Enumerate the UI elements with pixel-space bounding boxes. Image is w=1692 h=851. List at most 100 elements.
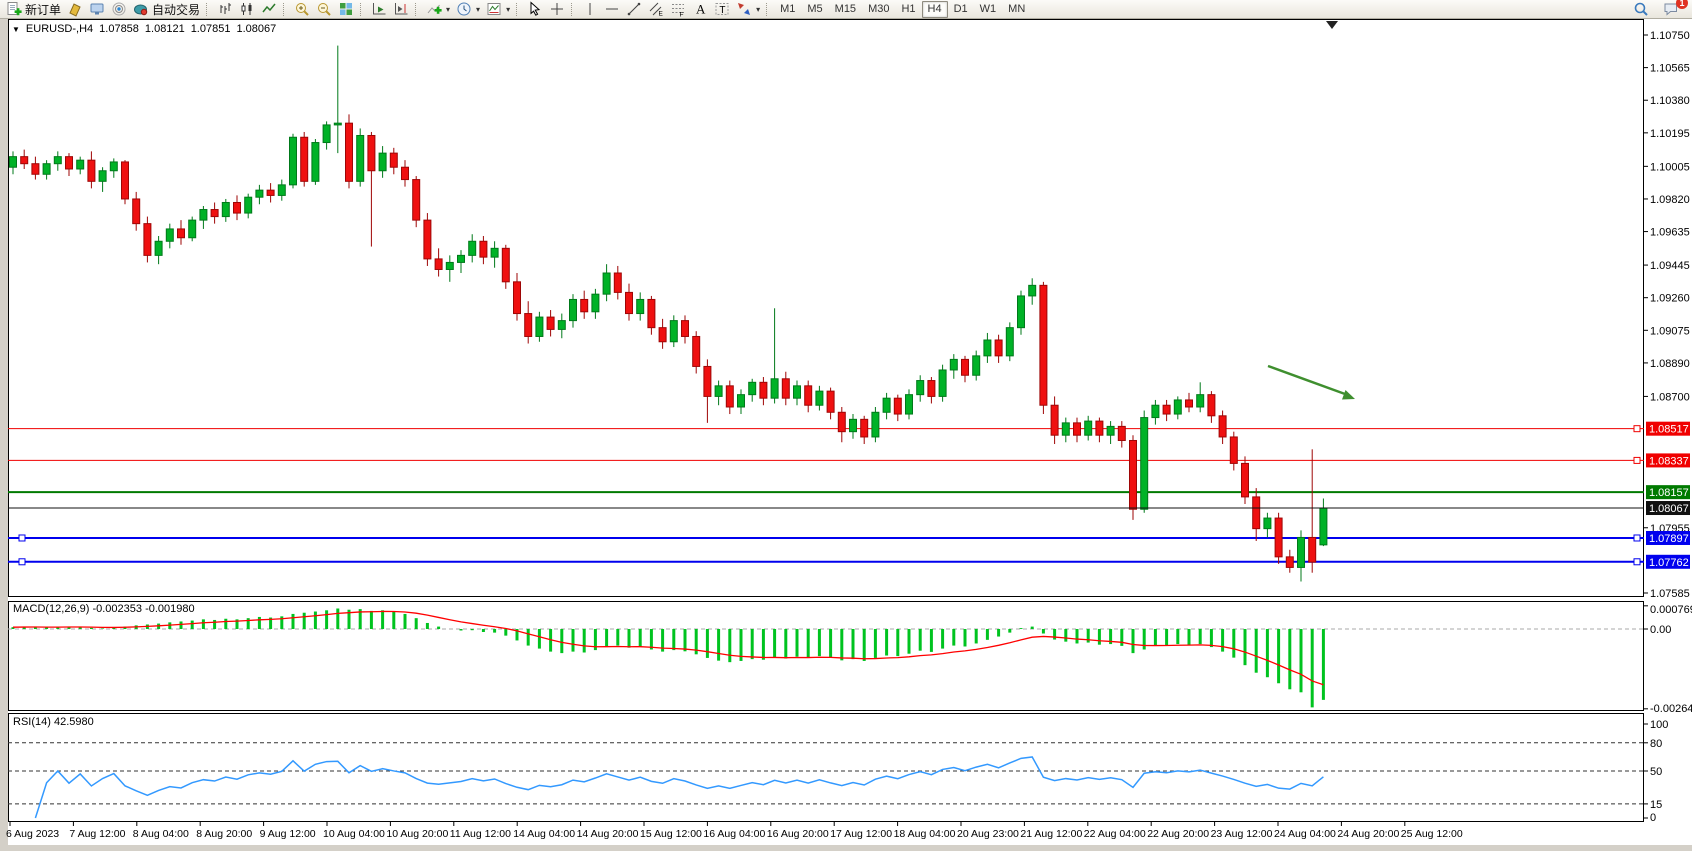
- price-tick-label: 1.08890: [1650, 358, 1690, 370]
- profiles-button[interactable]: [86, 1, 108, 18]
- indicators-button[interactable]: ▾: [423, 1, 453, 18]
- auto-trading-button-label: 自动交易: [152, 2, 201, 17]
- new-order-icon: [7, 2, 22, 16]
- auto-scroll-button[interactable]: [368, 1, 390, 18]
- toolbar: 新订单 自动交易 ▾ ▾ ▾ E F A T ▾ M1 M5 M15 M30 H1 H4 D1 W1 MN 1: [0, 0, 1692, 19]
- dropdown-caret-icon[interactable]: ▾: [756, 4, 761, 14]
- price-line-label: [1646, 530, 1690, 545]
- toolbar-separator: [571, 2, 576, 16]
- arrow-annotation[interactable]: [1267, 364, 1355, 400]
- price-line-label-text: 1.08157: [1649, 487, 1689, 499]
- macd-signal-line: [12, 610, 1324, 686]
- pane-separator-rsi[interactable]: [8, 709, 1644, 716]
- time-axis-label: 14 Aug 04:00: [513, 828, 575, 840]
- periods-button[interactable]: ▾: [453, 1, 483, 18]
- zoom-in-icon: [296, 3, 309, 16]
- candlestick-chart-button[interactable]: [236, 1, 258, 18]
- timeframe-w1-button[interactable]: W1: [979, 2, 997, 15]
- pane-separator-macd[interactable]: [8, 595, 1644, 602]
- template-icon: [487, 3, 501, 15]
- macd-histogram: [11, 608, 1325, 708]
- svg-text:T: T: [719, 5, 725, 16]
- line-chart-button[interactable]: [258, 1, 280, 18]
- price-tick-label: 1.10195: [1650, 128, 1690, 140]
- line-handle[interactable]: [18, 558, 26, 566]
- close-value: 1.08067: [236, 23, 277, 35]
- bar-chart-button[interactable]: [214, 1, 236, 18]
- crosshair-button[interactable]: [546, 1, 568, 18]
- price-line-label: [1646, 485, 1690, 500]
- line-handle[interactable]: [1633, 425, 1641, 433]
- toolbar-separator: [206, 2, 211, 16]
- text-label-button[interactable]: T: [711, 1, 733, 18]
- price-line-label: [1646, 453, 1690, 468]
- symbol-dropdown-icon[interactable]: ▼: [12, 24, 20, 34]
- timeframe-m5-button[interactable]: M5: [807, 2, 823, 15]
- line-handle[interactable]: [1633, 456, 1641, 464]
- new-order-button[interactable]: 新订单: [3, 1, 64, 18]
- templates-button[interactable]: ▾: [483, 1, 513, 18]
- time-axis-label: 24 Aug 04:00: [1274, 828, 1336, 840]
- timeframe-m1-button[interactable]: M1: [780, 2, 796, 15]
- macd-axis-label: -0.002648: [1650, 703, 1692, 715]
- arrows-button[interactable]: ▾: [733, 1, 763, 18]
- time-axis-label: 8 Aug 20:00: [196, 828, 252, 840]
- timeframe-mn-button[interactable]: MN: [1008, 2, 1026, 15]
- chart-shift-button[interactable]: [390, 1, 412, 18]
- indicators-icon: [427, 4, 442, 14]
- auto-trading-button[interactable]: 自动交易: [130, 1, 203, 18]
- auto-trading-icon: [134, 4, 148, 16]
- data-center-button[interactable]: [108, 1, 130, 18]
- zoom-out-icon: [318, 3, 331, 16]
- fibonacci-button[interactable]: F: [667, 1, 689, 18]
- line-handle[interactable]: [18, 534, 26, 542]
- new-chart-icon: [69, 3, 81, 17]
- new-chart-button[interactable]: [64, 1, 86, 18]
- timeframe-d1-button[interactable]: D1: [953, 2, 968, 15]
- tile-windows-button[interactable]: [335, 1, 357, 18]
- cursor-button[interactable]: [524, 1, 546, 18]
- rsi-axis-label: 15: [1650, 799, 1662, 811]
- price-tick-label: 1.09820: [1650, 194, 1690, 206]
- time-axis-label: 25 Aug 12:00: [1401, 828, 1463, 840]
- zoom-out-button[interactable]: [313, 1, 335, 18]
- timeframe-m15-button[interactable]: M15: [834, 2, 857, 15]
- timeframe-m30-button[interactable]: M30: [868, 2, 890, 15]
- macd-indicator-label: MACD(12,26,9) -0.002353 -0.001980: [13, 603, 195, 615]
- horizontal-lines: [8, 428, 1644, 563]
- time-axis-label: 17 Aug 12:00: [830, 828, 892, 840]
- toolbar-separator: [415, 2, 420, 16]
- candlestick-chart-icon: [241, 3, 252, 15]
- chart-shift-marker-icon[interactable]: [1326, 21, 1338, 29]
- time-axis-label: 14 Aug 20:00: [577, 828, 639, 840]
- equidistant-channel-button[interactable]: E: [645, 1, 667, 18]
- price-tick-label: 1.10750: [1650, 30, 1690, 42]
- arrows-icon: [738, 3, 751, 15]
- timeframe-h4-button[interactable]: H4: [921, 0, 948, 18]
- dropdown-caret-icon[interactable]: ▾: [506, 4, 511, 14]
- community-button[interactable]: 1: [1660, 0, 1688, 18]
- search-button[interactable]: [1630, 1, 1652, 18]
- vertical-line-button[interactable]: [579, 1, 601, 18]
- dropdown-caret-icon[interactable]: ▾: [476, 4, 481, 14]
- timeframe-h1-button[interactable]: H1: [901, 2, 916, 15]
- time-axis-label: 7 Aug 12:00: [69, 828, 125, 840]
- price-line-label-text: 1.08337: [1649, 455, 1689, 467]
- price-tick-label: 1.09445: [1650, 260, 1690, 272]
- chart-ohlc-header: ▼ EURUSD-,H4 1.07858 1.08121 1.07851 1.0…: [12, 23, 276, 35]
- zoom-in-button[interactable]: [291, 1, 313, 18]
- line-handle[interactable]: [1633, 558, 1641, 566]
- horizontal-line-button[interactable]: [601, 1, 623, 18]
- rsi-line: [34, 756, 1324, 819]
- time-axis-label: 24 Aug 20:00: [1337, 828, 1399, 840]
- open-value: 1.07858: [99, 23, 139, 35]
- macd-axis-label: 0.000769: [1650, 604, 1692, 616]
- dropdown-caret-icon[interactable]: ▾: [446, 4, 451, 14]
- line-handle[interactable]: [1633, 534, 1641, 542]
- price-line-label-text: 1.07762: [1649, 557, 1689, 569]
- time-axis-label: 22 Aug 20:00: [1147, 828, 1209, 840]
- auto-scroll-icon: [373, 3, 386, 15]
- text-button[interactable]: A: [689, 1, 711, 18]
- trendline-button[interactable]: [623, 1, 645, 18]
